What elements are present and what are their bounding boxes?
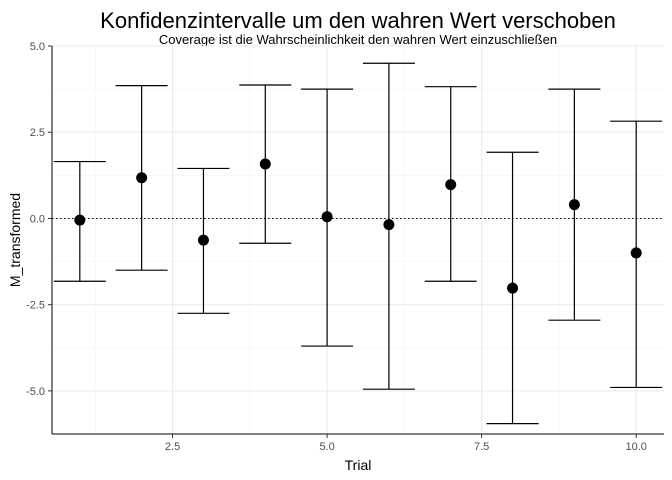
x-axis-label: Trial xyxy=(345,457,372,473)
data-point xyxy=(136,172,148,184)
chart-subtitle: Coverage ist die Wahrscheinlichkeit den … xyxy=(159,32,557,47)
data-point xyxy=(74,214,86,226)
y-tick-label: 2.5 xyxy=(30,127,45,139)
x-tick-label: 2.5 xyxy=(165,441,180,453)
x-tick-label: 10.0 xyxy=(625,441,646,453)
data-point xyxy=(321,211,333,223)
y-tick-label: 0.0 xyxy=(30,213,45,225)
data-point xyxy=(197,234,209,246)
data-point xyxy=(259,158,271,170)
x-tick-label: 5.0 xyxy=(319,441,334,453)
axes: 2.5 5.0 7.5 10.0 -5.0 -2.5 0.0 2.5 5.0 xyxy=(26,41,664,453)
y-tick-label: 5.0 xyxy=(30,41,45,53)
grid xyxy=(52,45,664,435)
chart-title: Konfidenzintervalle um den wahren Wert v… xyxy=(100,8,616,33)
data-point xyxy=(445,179,457,191)
error-bars xyxy=(53,62,663,425)
x-tick-label: 7.5 xyxy=(474,441,489,453)
data-point xyxy=(568,199,580,211)
y-tick-label: -5.0 xyxy=(26,386,45,398)
y-tick-label: -2.5 xyxy=(26,300,45,312)
data-points xyxy=(74,158,642,294)
data-point xyxy=(507,282,519,294)
y-axis-label: M_transformed xyxy=(7,193,23,287)
data-point xyxy=(630,247,642,259)
data-point xyxy=(383,219,395,231)
